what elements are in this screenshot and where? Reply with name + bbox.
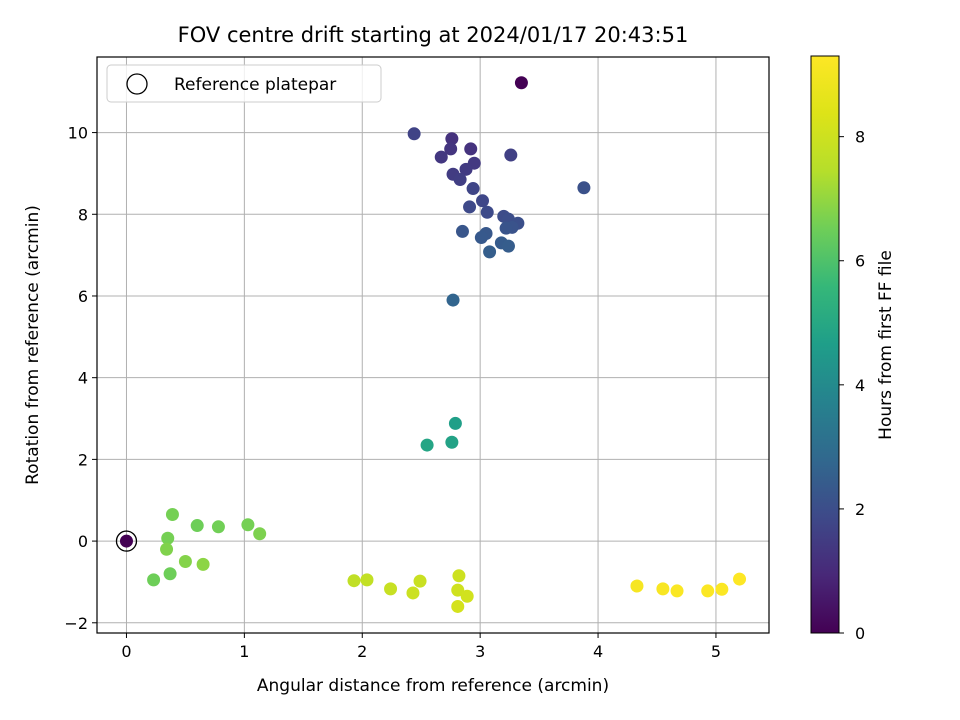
data-point (476, 194, 490, 208)
x-axis-label: Angular distance from reference (arcmin) (257, 676, 609, 696)
colorbar-label: Hours from first FF file (876, 250, 896, 440)
data-point (451, 599, 465, 613)
colorbar-gradient (810, 55, 840, 634)
data-point (480, 205, 494, 219)
data-point (452, 569, 466, 583)
y-axis-label: Rotation from reference (arcmin) (23, 205, 43, 485)
x-tick-label: 3 (475, 642, 485, 661)
data-point (420, 438, 434, 452)
data-point (464, 142, 478, 156)
data-point (577, 181, 591, 195)
data-point (241, 518, 255, 532)
y-tick-label: 4 (78, 369, 88, 388)
y-tick-label: 2 (78, 450, 88, 469)
data-point (434, 150, 448, 164)
y-tick-label: 8 (78, 205, 88, 224)
plot-frame (96, 56, 770, 634)
data-point (253, 527, 267, 541)
colorbar-tick-label: 0 (855, 624, 865, 643)
y-tick-label: −2 (64, 614, 88, 633)
data-point (384, 582, 398, 596)
legend-marker-reference (126, 73, 148, 95)
axis-ticks: 0 1 2 3 4 5 −2 0 2 4 6 8 10 (64, 124, 721, 661)
data-point (445, 435, 459, 449)
colorbar-tick-label: 8 (855, 128, 865, 147)
grid-lines (97, 57, 769, 633)
x-tick-label: 1 (239, 642, 249, 661)
data-point (161, 531, 175, 545)
data-point (514, 76, 528, 90)
data-point (211, 520, 225, 534)
data-point (453, 173, 467, 187)
colorbar-tick-label: 4 (855, 376, 865, 395)
data-point (499, 221, 513, 235)
data-point (483, 245, 497, 259)
data-point (360, 573, 374, 587)
scatter-points (115, 76, 747, 613)
data-point (448, 416, 462, 430)
data-point (474, 231, 488, 245)
data-point (445, 132, 459, 146)
data-point (733, 572, 747, 586)
data-point (701, 584, 715, 598)
data-point (460, 589, 474, 603)
y-tick-label: 10 (68, 124, 88, 143)
reference-marker (115, 530, 138, 552)
data-point (715, 582, 729, 596)
data-point (455, 224, 469, 238)
data-point (446, 293, 460, 307)
data-point (190, 519, 204, 533)
data-point (165, 508, 179, 522)
data-point (119, 534, 133, 548)
data-point (451, 583, 465, 597)
plot-area: 0 1 2 3 4 5 −2 0 2 4 6 8 10 (64, 56, 770, 661)
data-point (670, 584, 684, 598)
chart-title: FOV centre drift starting at 2024/01/17 … (178, 23, 689, 47)
colorbar: 0 2 4 6 8 Hours from first FF file (810, 55, 896, 643)
data-point (444, 142, 458, 156)
data-point (630, 579, 644, 593)
y-tick-label: 0 (78, 532, 88, 551)
data-point (656, 582, 670, 596)
x-tick-label: 0 (121, 642, 131, 661)
data-point (147, 573, 161, 587)
legend: Reference platepar (106, 64, 382, 103)
data-point (413, 574, 427, 588)
data-point (504, 148, 518, 162)
x-tick-label: 5 (711, 642, 721, 661)
data-point (347, 574, 361, 588)
colorbar-tick-label: 6 (855, 252, 865, 271)
x-tick-label: 2 (357, 642, 367, 661)
legend-label-reference: Reference platepar (174, 75, 336, 95)
data-point (196, 557, 210, 571)
data-point (463, 200, 477, 214)
data-point (466, 182, 480, 196)
data-point (163, 567, 177, 581)
data-point (501, 239, 515, 253)
colorbar-ticks: 0 2 4 6 8 (839, 128, 865, 643)
legend-box (106, 64, 382, 103)
data-point (160, 542, 174, 556)
x-tick-label: 4 (593, 642, 603, 661)
colorbar-tick-label: 2 (855, 500, 865, 519)
y-tick-label: 6 (78, 287, 88, 306)
data-point (407, 127, 421, 141)
data-point (178, 555, 192, 569)
data-point (459, 162, 473, 176)
data-point (406, 586, 420, 600)
